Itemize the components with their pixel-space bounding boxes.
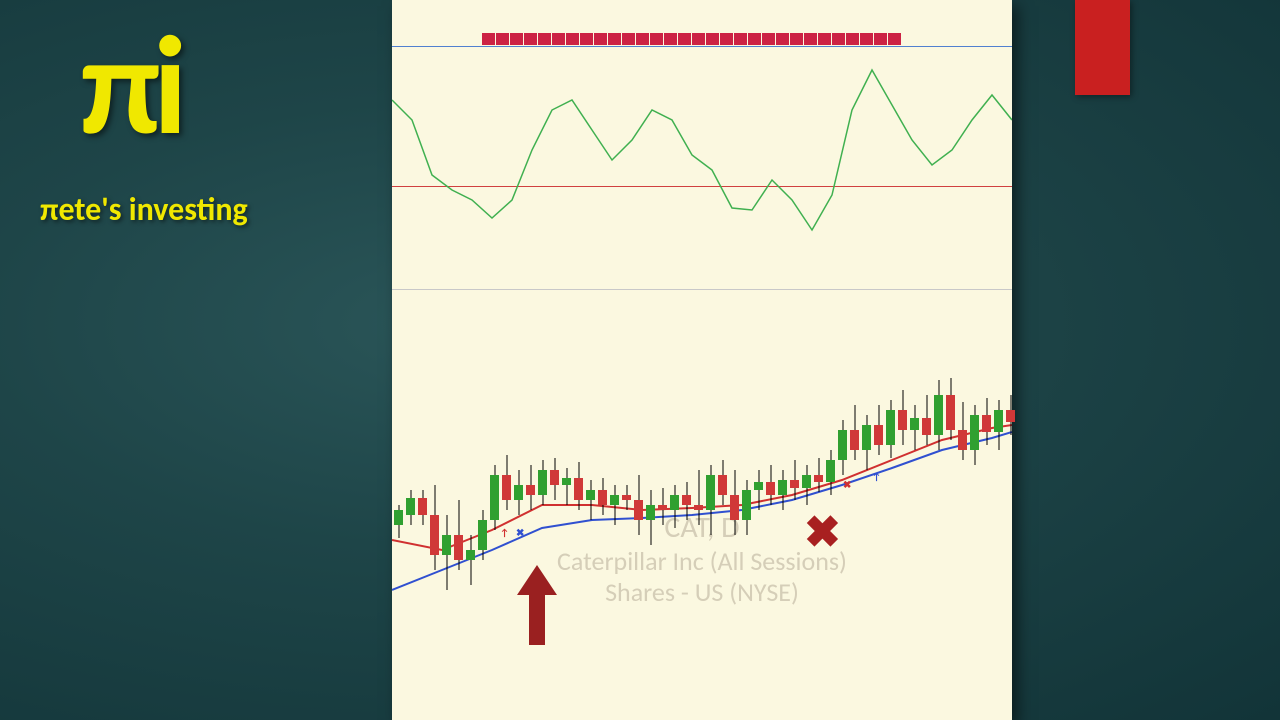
candle <box>718 310 727 720</box>
candle <box>958 310 967 720</box>
price-panel: CAT, D Caterpillar Inc (All Sessions) Sh… <box>392 310 1012 720</box>
candle <box>514 310 523 720</box>
candle <box>526 310 535 720</box>
candle <box>694 310 703 720</box>
candle <box>886 310 895 720</box>
candle <box>550 310 559 720</box>
candle <box>538 310 547 720</box>
candle <box>766 310 775 720</box>
candle <box>850 310 859 720</box>
candle <box>478 310 487 720</box>
candle <box>622 310 631 720</box>
chart-container: CAT, D Caterpillar Inc (All Sessions) Sh… <box>392 0 1012 720</box>
candle <box>778 310 787 720</box>
signal-marker: ↑ <box>500 526 509 539</box>
candle <box>790 310 799 720</box>
candle <box>934 310 943 720</box>
candle <box>658 310 667 720</box>
indicator-line <box>392 0 1012 290</box>
candle <box>730 310 739 720</box>
candle <box>406 310 415 720</box>
signal-marker: ✖ <box>843 478 851 491</box>
arrow-up-icon <box>517 565 557 645</box>
candle <box>670 310 679 720</box>
candle <box>862 310 871 720</box>
candle <box>502 310 511 720</box>
candle <box>922 310 931 720</box>
signal-marker: ↑ <box>872 470 881 483</box>
candle <box>430 310 439 720</box>
candle <box>910 310 919 720</box>
candle <box>874 310 883 720</box>
candle <box>994 310 1003 720</box>
candle <box>442 310 451 720</box>
candle <box>454 310 463 720</box>
signal-marker: ✖ <box>516 526 524 539</box>
candle <box>754 310 763 720</box>
candle <box>646 310 655 720</box>
candle <box>682 310 691 720</box>
candle <box>490 310 499 720</box>
candle <box>1006 310 1015 720</box>
candle <box>574 310 583 720</box>
candle <box>970 310 979 720</box>
indicator-panel <box>392 0 1012 290</box>
candle <box>598 310 607 720</box>
candle <box>706 310 715 720</box>
candle <box>418 310 427 720</box>
slide: πi πete's investing CAT, D Caterpillar I… <box>0 0 1280 720</box>
candle <box>898 310 907 720</box>
candle <box>610 310 619 720</box>
brand-logo: πi <box>80 0 179 171</box>
candle <box>586 310 595 720</box>
candle <box>394 310 403 720</box>
candle <box>562 310 571 720</box>
candle <box>946 310 955 720</box>
x-mark-icon: ✖ <box>804 505 841 559</box>
candle <box>466 310 475 720</box>
candle <box>982 310 991 720</box>
candle <box>634 310 643 720</box>
candle <box>742 310 751 720</box>
decoration-red-tab <box>1075 0 1130 95</box>
brand-tagline: πete's investing <box>40 190 248 229</box>
